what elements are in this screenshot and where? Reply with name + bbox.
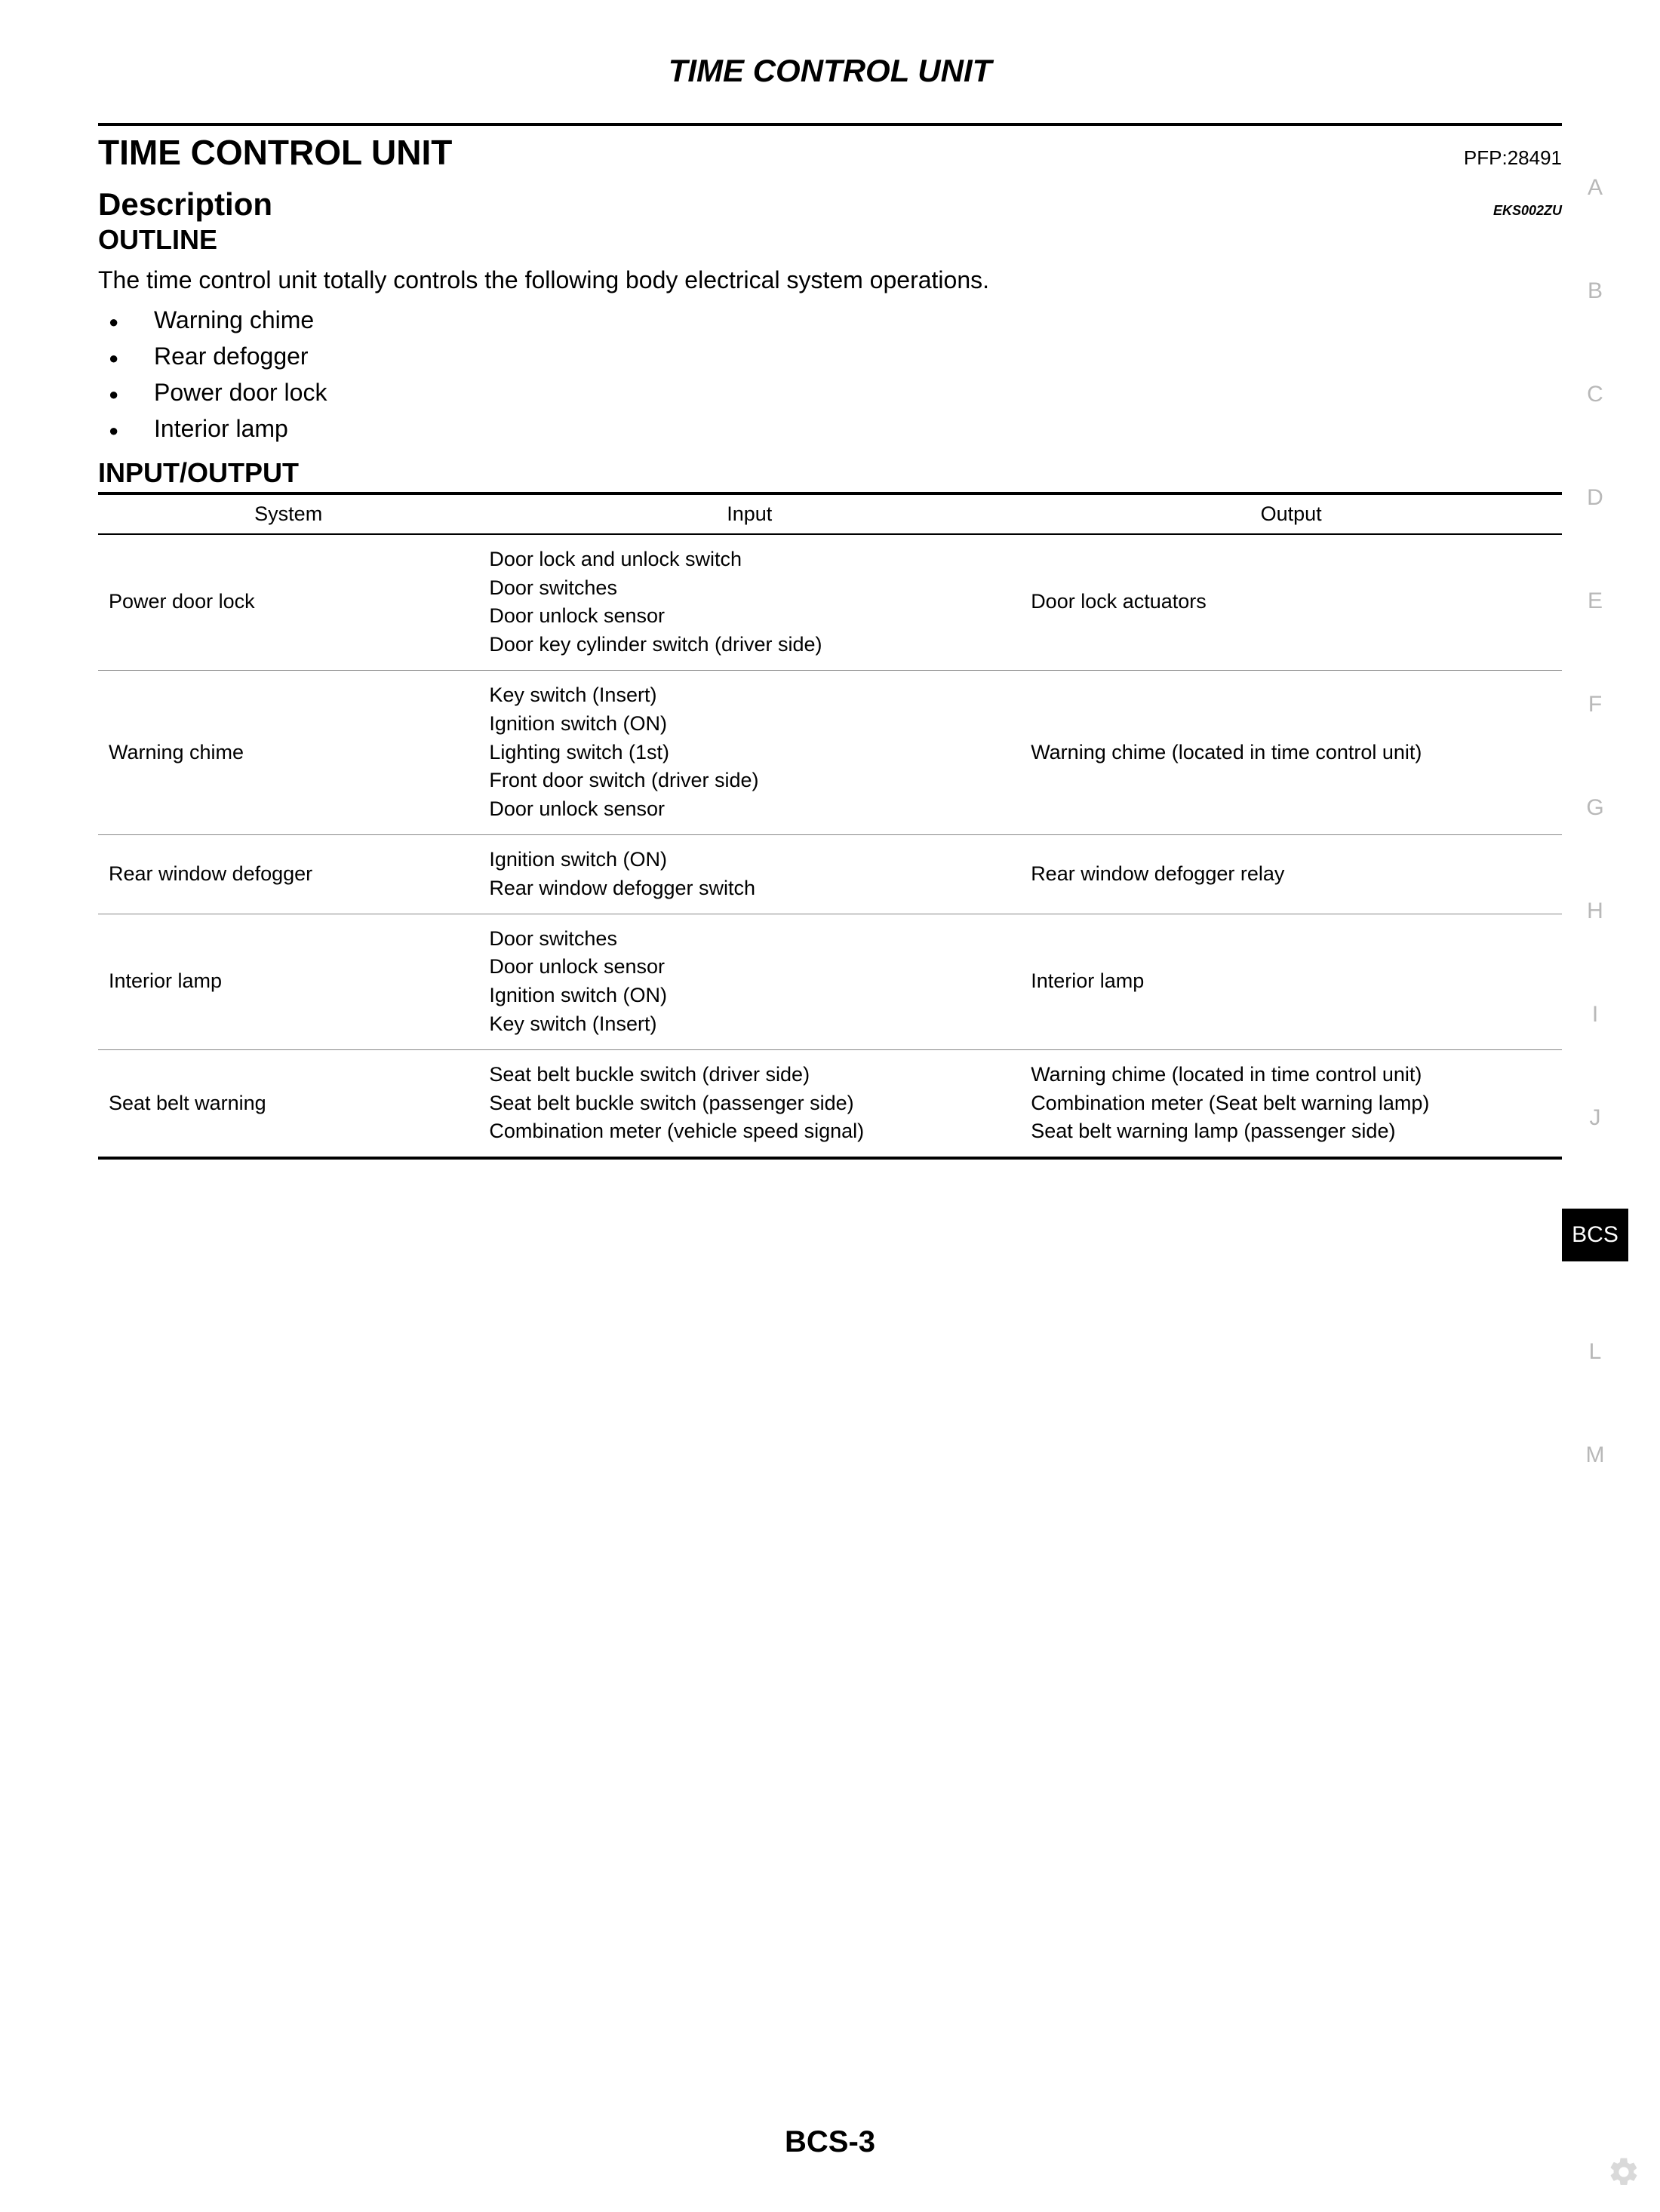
subsection-title: Description: [98, 186, 272, 223]
list-item: Warning chime: [109, 302, 1562, 338]
document-title: TIME CONTROL UNIT: [98, 53, 1562, 89]
tab-c[interactable]: C: [1562, 382, 1628, 407]
outline-heading: OUTLINE: [98, 224, 1562, 256]
list-item: Interior lamp: [109, 410, 1562, 447]
th-system: System: [98, 493, 478, 534]
outline-text: The time control unit totally controls t…: [98, 263, 1562, 297]
tab-m[interactable]: M: [1562, 1442, 1628, 1468]
table-row: Seat belt warning Seat belt buckle switc…: [98, 1049, 1562, 1158]
cell-system: Power door lock: [98, 534, 478, 671]
cell-output: Interior lamp: [1020, 914, 1562, 1049]
io-heading: INPUT/OUTPUT: [98, 457, 1562, 489]
cell-input: Key switch (Insert)Ignition switch (ON)L…: [478, 670, 1020, 834]
tab-b[interactable]: B: [1562, 278, 1628, 304]
th-input: Input: [478, 493, 1020, 534]
tab-a[interactable]: A: [1562, 175, 1628, 201]
section-index-tabs: A B C D E F G H I J BCS L M: [1562, 175, 1628, 1468]
reference-code: EKS002ZU: [1493, 203, 1562, 219]
list-item: Rear defogger: [109, 338, 1562, 374]
list-item: Power door lock: [109, 374, 1562, 410]
tab-i[interactable]: I: [1562, 1002, 1628, 1028]
cell-system: Interior lamp: [98, 914, 478, 1049]
gear-icon: [1607, 2155, 1640, 2192]
tab-e[interactable]: E: [1562, 588, 1628, 614]
tab-d[interactable]: D: [1562, 485, 1628, 511]
cell-input: Door lock and unlock switchDoor switches…: [478, 534, 1020, 671]
table-header-row: System Input Output: [98, 493, 1562, 534]
cell-system: Rear window defogger: [98, 834, 478, 914]
pfp-code: PFP:28491: [1464, 146, 1562, 170]
section-title: TIME CONTROL UNIT: [98, 132, 452, 173]
cell-output: Warning chime (located in time control u…: [1020, 670, 1562, 834]
cell-output: Door lock actuators: [1020, 534, 1562, 671]
table-row: Power door lock Door lock and unlock swi…: [98, 534, 1562, 671]
tab-l[interactable]: L: [1562, 1339, 1628, 1365]
tab-bcs-active[interactable]: BCS: [1562, 1209, 1628, 1261]
cell-output: Warning chime (located in time control u…: [1020, 1049, 1562, 1158]
cell-system: Seat belt warning: [98, 1049, 478, 1158]
table-row: Rear window defogger Ignition switch (ON…: [98, 834, 1562, 914]
tab-g[interactable]: G: [1562, 795, 1628, 821]
tab-f[interactable]: F: [1562, 692, 1628, 717]
cell-input: Ignition switch (ON)Rear window defogger…: [478, 834, 1020, 914]
cell-output: Rear window defogger relay: [1020, 834, 1562, 914]
tab-j[interactable]: J: [1562, 1105, 1628, 1131]
table-row: Interior lamp Door switchesDoor unlock s…: [98, 914, 1562, 1049]
outline-bullet-list: Warning chime Rear defogger Power door l…: [98, 302, 1562, 447]
cell-input: Seat belt buckle switch (driver side)Sea…: [478, 1049, 1020, 1158]
table-row: Warning chime Key switch (Insert)Ignitio…: [98, 670, 1562, 834]
page-number: BCS-3: [0, 2125, 1660, 2159]
io-table: System Input Output Power door lock Door…: [98, 492, 1562, 1160]
tab-h[interactable]: H: [1562, 899, 1628, 924]
cell-input: Door switchesDoor unlock sensorIgnition …: [478, 914, 1020, 1049]
th-output: Output: [1020, 493, 1562, 534]
cell-system: Warning chime: [98, 670, 478, 834]
